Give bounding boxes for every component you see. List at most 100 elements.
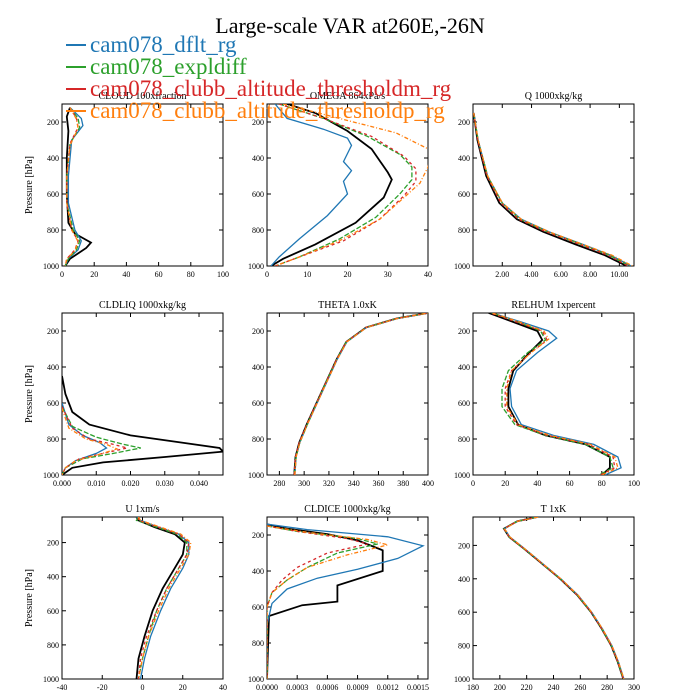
y-tick-label: 1000 bbox=[248, 471, 264, 480]
series-line-2 bbox=[490, 313, 614, 475]
series-line-0 bbox=[267, 523, 384, 679]
series-line-3 bbox=[473, 112, 629, 266]
x-tick-label: 0.000 bbox=[53, 479, 71, 488]
y-tick-label: 600 bbox=[252, 399, 264, 408]
series-line-4 bbox=[473, 112, 633, 266]
x-tick-label: 20 bbox=[90, 270, 98, 279]
x-tick-label: 0.030 bbox=[156, 479, 174, 488]
panel-frame bbox=[266, 312, 429, 476]
x-tick-label: 300 bbox=[628, 683, 640, 692]
x-tick-label: 20 bbox=[501, 479, 509, 488]
y-tick-label: 400 bbox=[252, 363, 264, 372]
y-tick-label: 600 bbox=[252, 190, 264, 199]
x-tick-label: 60 bbox=[566, 479, 574, 488]
series-line-1 bbox=[267, 523, 425, 679]
series-line-0 bbox=[64, 107, 93, 266]
y-tick-label: 1000 bbox=[43, 675, 59, 684]
y-tick-label: 200 bbox=[252, 327, 264, 336]
x-tick-label: 0 bbox=[60, 270, 64, 279]
x-tick-label: 100 bbox=[628, 479, 640, 488]
series-line-2 bbox=[293, 313, 428, 475]
y-tick-label: 800 bbox=[47, 641, 59, 650]
panel-frame bbox=[61, 312, 224, 476]
x-tick-label: 40 bbox=[219, 683, 227, 692]
series-line-0 bbox=[62, 375, 223, 475]
legend-label-dflt: cam078_dflt_rg bbox=[90, 32, 237, 57]
x-tick-label: 0 bbox=[471, 479, 475, 488]
x-tick-label: 20 bbox=[344, 270, 352, 279]
y-tick-label: 200 bbox=[47, 118, 59, 127]
series-line-2 bbox=[267, 525, 378, 679]
x-tick-label: 40 bbox=[122, 270, 130, 279]
x-tick-label: 0.040 bbox=[190, 479, 208, 488]
y-tick-label: 800 bbox=[47, 226, 59, 235]
series-line-2 bbox=[62, 406, 141, 475]
x-tick-label: 280 bbox=[601, 683, 613, 692]
x-tick-label: 240 bbox=[548, 683, 560, 692]
y-axis-label: Pressure [hPa] bbox=[24, 569, 35, 627]
x-tick-label: -20 bbox=[97, 683, 108, 692]
series-line-4 bbox=[490, 313, 619, 475]
series-line-1 bbox=[294, 313, 428, 475]
series-line-3 bbox=[62, 406, 128, 475]
y-tick-label: 200 bbox=[458, 541, 470, 550]
x-tick-label: 2.00 bbox=[495, 270, 509, 279]
y-axis-label: Pressure [hPa] bbox=[24, 365, 35, 423]
x-tick-label: 360 bbox=[372, 479, 384, 488]
series-line-4 bbox=[503, 517, 625, 679]
y-tick-label: 800 bbox=[458, 435, 470, 444]
legend-label-thresholdm: cam078_clubb_altitude_thresholdm_rg bbox=[90, 76, 452, 101]
series-line-4 bbox=[294, 313, 428, 475]
series-line-4 bbox=[64, 107, 79, 266]
y-tick-label: 400 bbox=[47, 154, 59, 163]
y-tick-label: 600 bbox=[458, 608, 470, 617]
panel-title: RELHUM 1xpercent bbox=[511, 300, 595, 311]
x-tick-label: 0.010 bbox=[87, 479, 105, 488]
x-tick-label: 10.00 bbox=[610, 270, 628, 279]
y-tick-label: 600 bbox=[47, 190, 59, 199]
series-line-4 bbox=[137, 517, 192, 679]
panel-title: CLDLIQ 1000xkg/kg bbox=[99, 300, 186, 311]
panel-5: THETA 1.0xK 200 400 600 800 1000 280 300 320 340 3… bbox=[248, 300, 434, 488]
x-tick-label: 320 bbox=[323, 479, 335, 488]
series-line-0 bbox=[487, 313, 611, 475]
x-tick-label: 4.00 bbox=[525, 270, 539, 279]
panel-title: Q 1000xkg/kg bbox=[525, 91, 583, 102]
x-tick-label: 20 bbox=[179, 683, 187, 692]
series-line-3 bbox=[274, 104, 417, 266]
y-tick-label: 600 bbox=[252, 603, 264, 612]
y-tick-label: 400 bbox=[47, 573, 59, 582]
legend-swatch-thresholdp bbox=[66, 110, 86, 112]
series-line-3 bbox=[293, 313, 428, 475]
series-line-1 bbox=[62, 402, 108, 475]
series-line-1 bbox=[64, 107, 84, 266]
panel-frame bbox=[472, 103, 635, 267]
x-tick-label: 220 bbox=[521, 683, 533, 692]
series-line-0 bbox=[270, 104, 393, 266]
panel-title: OMEGA 864xPa/s bbox=[310, 91, 385, 102]
y-tick-label: 800 bbox=[252, 435, 264, 444]
y-tick-label: 800 bbox=[252, 226, 264, 235]
panel-title: T 1xK bbox=[541, 504, 567, 515]
y-tick-label: 600 bbox=[458, 399, 470, 408]
x-tick-label: 380 bbox=[397, 479, 409, 488]
panel-frame bbox=[61, 103, 224, 267]
y-tick-label: 800 bbox=[458, 226, 470, 235]
series-line-4 bbox=[274, 104, 428, 266]
y-tick-label: 200 bbox=[47, 327, 59, 336]
panel-title: CLDICE 1000xkg/kg bbox=[304, 504, 390, 515]
legend-swatch-thresholdm bbox=[66, 88, 86, 90]
y-tick-label: 400 bbox=[458, 363, 470, 372]
x-tick-label: 80 bbox=[598, 479, 606, 488]
x-tick-label: 30 bbox=[384, 270, 392, 279]
x-tick-label: 0.0012 bbox=[377, 683, 399, 692]
y-tick-label: 400 bbox=[47, 363, 59, 372]
x-tick-label: 400 bbox=[422, 479, 434, 488]
legend-label-thresholdp: cam078_clubb_altitude_thresholdp_rg bbox=[90, 98, 445, 123]
y-tick-label: 800 bbox=[458, 642, 470, 651]
